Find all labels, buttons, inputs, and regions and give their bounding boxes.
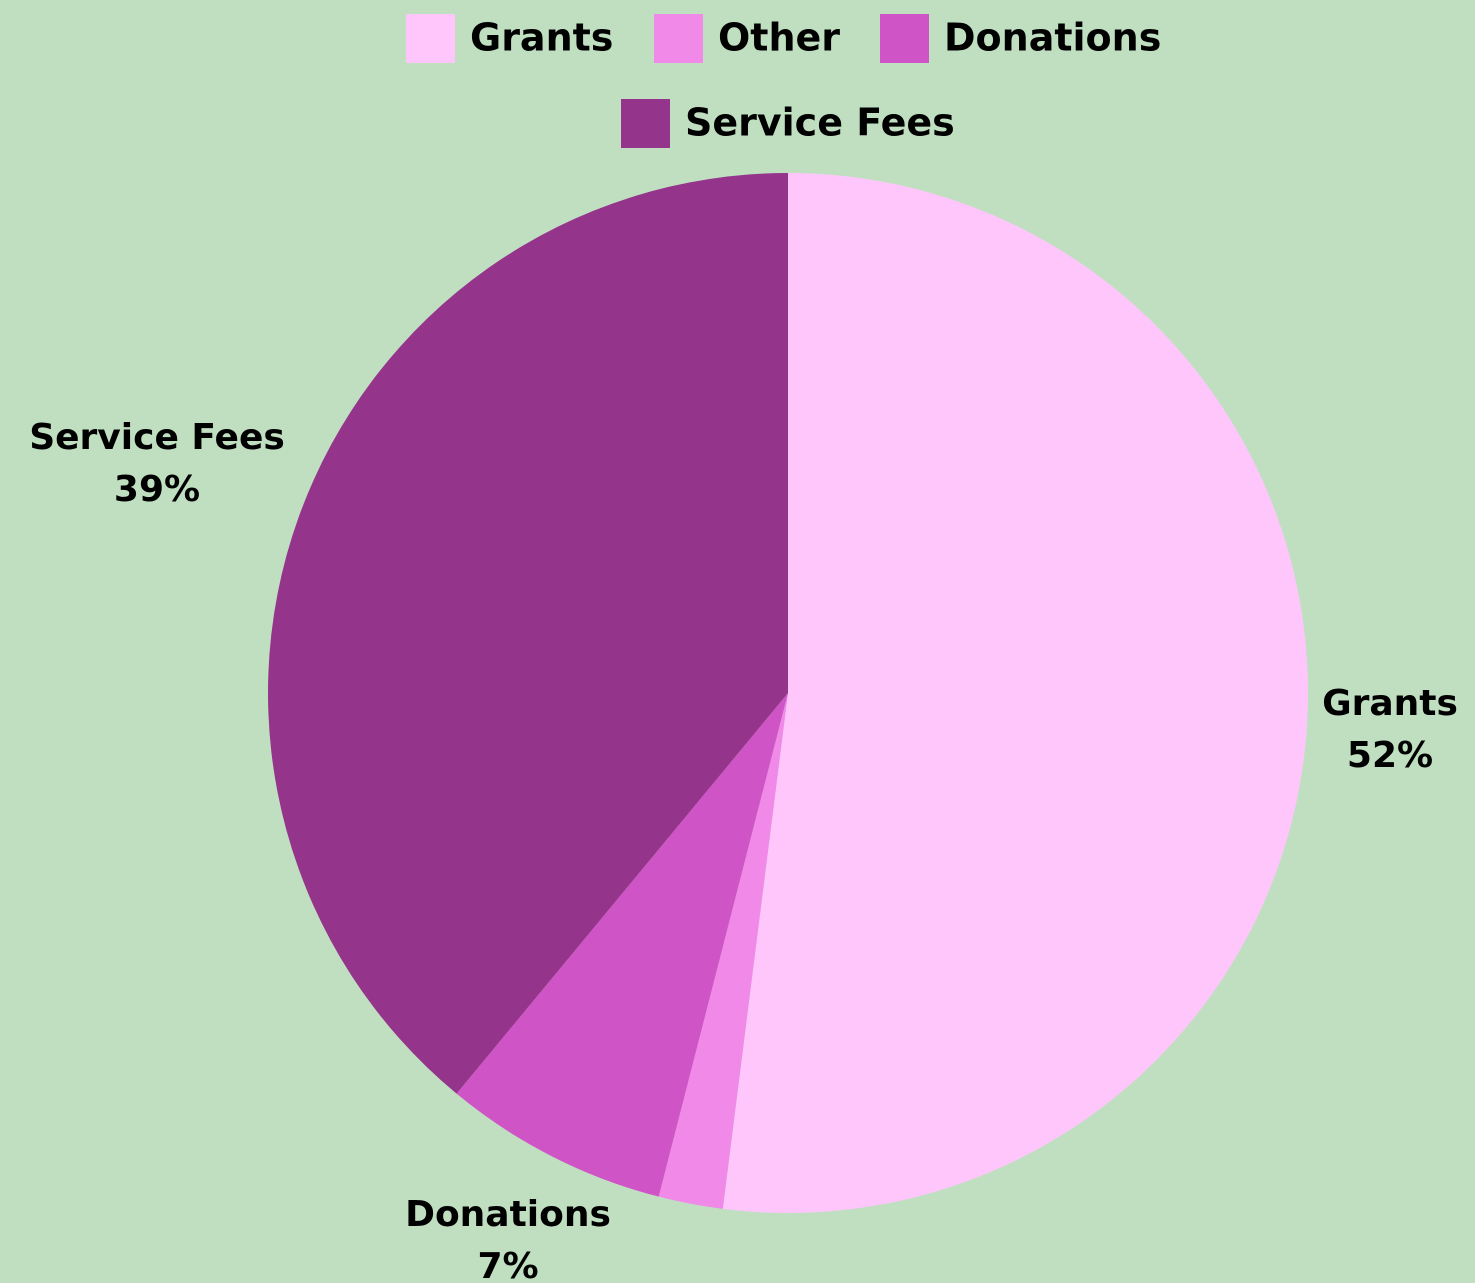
slice-label-name-service-fees: Service Fees bbox=[29, 417, 285, 458]
legend-swatch-other bbox=[654, 14, 703, 63]
slice-label-name-donations: Donations bbox=[405, 1194, 611, 1235]
pie-slice-donations bbox=[456, 693, 788, 1197]
slice-label-value-service-fees: 39% bbox=[114, 469, 200, 510]
legend-label-service-fees: Service Fees bbox=[685, 101, 955, 145]
slice-label-value-donations: 7% bbox=[477, 1246, 538, 1283]
slice-label-name-grants: Grants bbox=[1322, 683, 1458, 724]
legend-item-donations: Donations bbox=[880, 14, 1161, 63]
legend-item-other: Other bbox=[654, 14, 840, 63]
slice-label-value-grants: 52% bbox=[1347, 735, 1433, 776]
legend: Grants Other Donations Service Fees bbox=[406, 14, 1161, 148]
slice-labels: Grants 52% Donations 7% Service Fees 39% bbox=[29, 417, 1458, 1283]
pie-slices bbox=[268, 173, 1308, 1213]
legend-item-grants: Grants bbox=[406, 14, 613, 63]
pie-slice-other bbox=[658, 693, 788, 1209]
pie-slice-service-fees bbox=[268, 173, 788, 1094]
pie-slice-grants bbox=[722, 173, 1308, 1213]
legend-swatch-service-fees bbox=[621, 99, 670, 148]
legend-label-donations: Donations bbox=[944, 16, 1161, 60]
legend-swatch-grants bbox=[406, 14, 455, 63]
legend-item-service-fees: Service Fees bbox=[621, 99, 955, 148]
legend-label-grants: Grants bbox=[470, 16, 613, 60]
legend-label-other: Other bbox=[718, 16, 840, 60]
legend-swatch-donations bbox=[880, 14, 929, 63]
